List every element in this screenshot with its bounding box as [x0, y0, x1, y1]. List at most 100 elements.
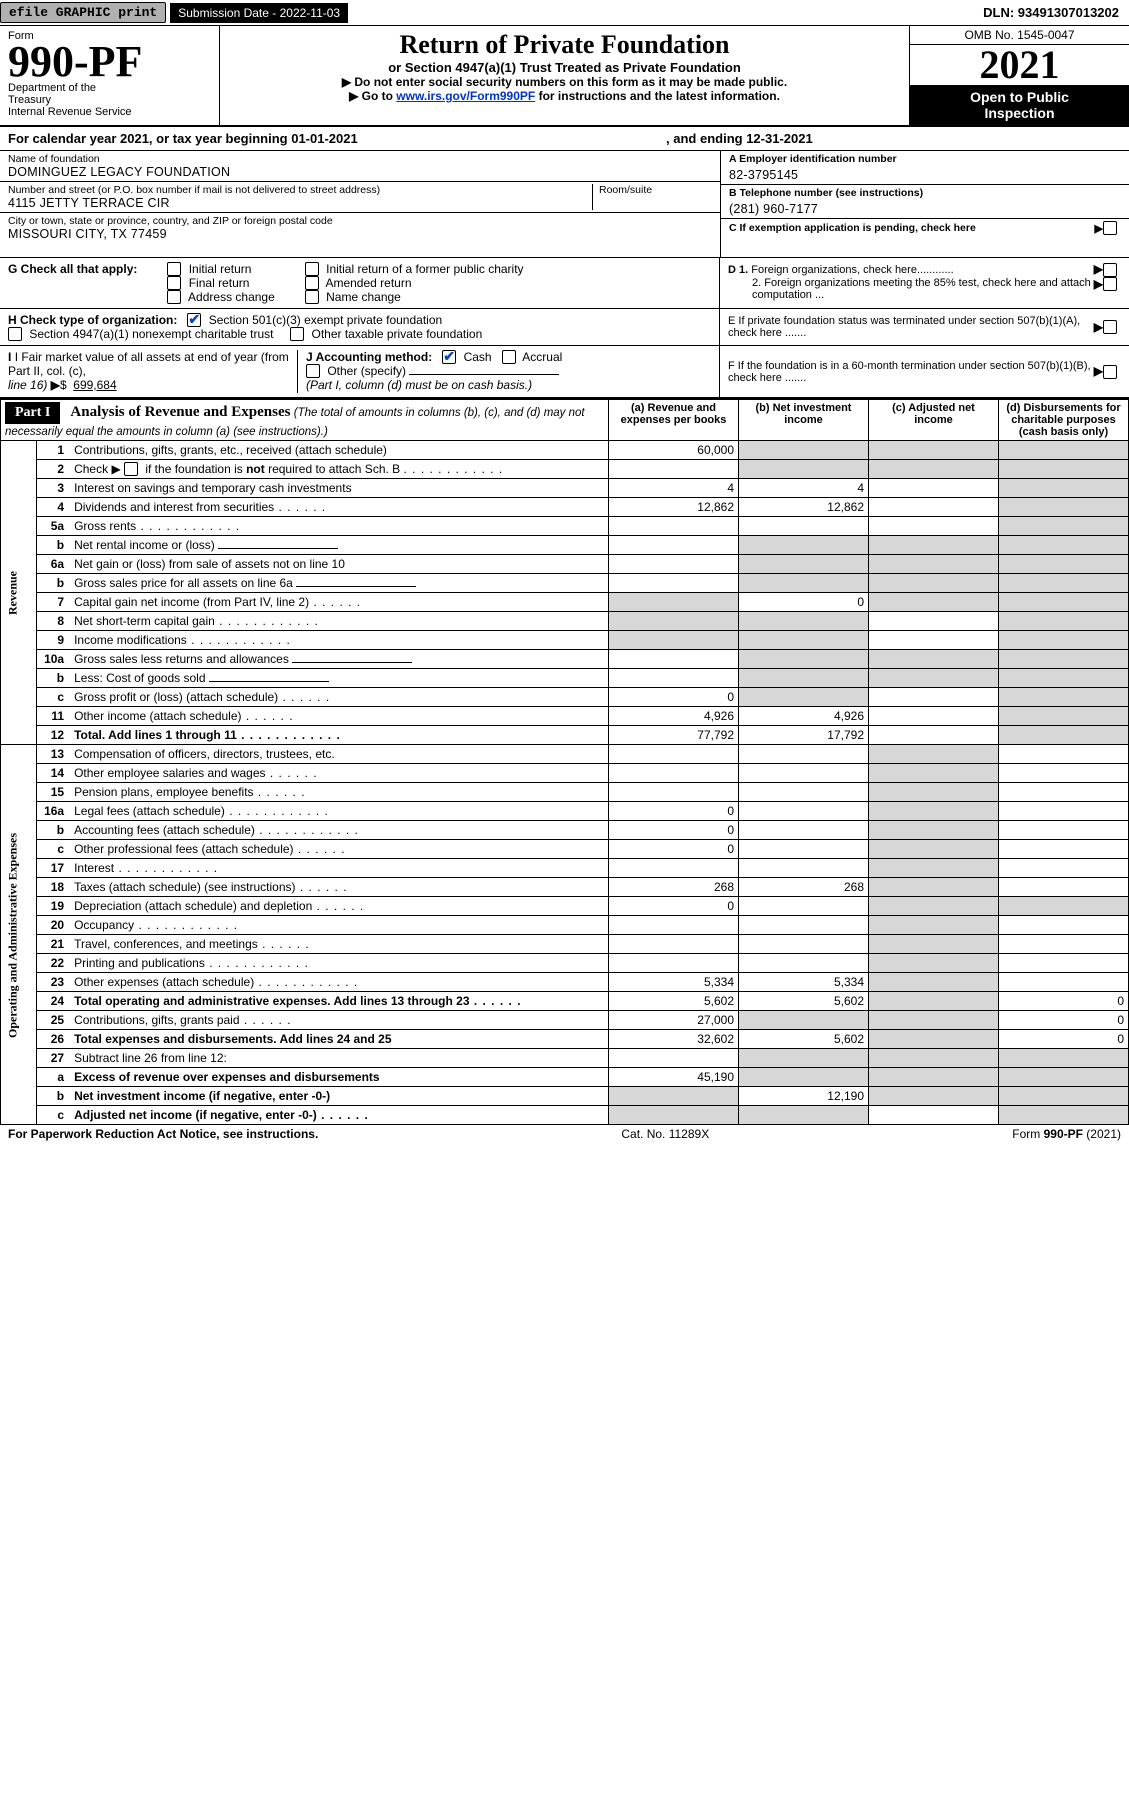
line-desc: Less: Cost of goods sold: [70, 669, 608, 688]
h-501c3: Section 501(c)(3) exempt private foundat…: [209, 313, 442, 327]
inst2-post: for instructions and the latest informat…: [539, 89, 780, 103]
amount-cell: [739, 935, 869, 954]
amount-cell: [739, 1106, 869, 1125]
line-number: b: [36, 821, 70, 840]
amount-cell: [869, 840, 999, 859]
side-revenue: Revenue: [1, 441, 37, 745]
amount-cell: [869, 593, 999, 612]
table-row: 3Interest on savings and temporary cash …: [1, 479, 1129, 498]
table-row: 25Contributions, gifts, grants paid27,00…: [1, 1011, 1129, 1030]
line-number: b: [36, 574, 70, 593]
amount-cell: [609, 1106, 739, 1125]
table-row: 27Subtract line 26 from line 12:: [1, 1049, 1129, 1068]
amount-cell: [609, 517, 739, 536]
line-desc: Gross sales less returns and allowances: [70, 650, 608, 669]
h-501c3-cb[interactable]: [187, 313, 201, 327]
amount-cell: [739, 916, 869, 935]
amount-cell: [739, 745, 869, 764]
line-number: c: [36, 1106, 70, 1125]
d1-checkbox[interactable]: [1103, 263, 1117, 277]
line-number: 4: [36, 498, 70, 517]
g-opt-4: Amended return: [325, 276, 411, 290]
footer-mid: Cat. No. 11289X: [621, 1127, 709, 1141]
room-label: Room/suite: [599, 184, 712, 196]
d2-checkbox[interactable]: [1103, 277, 1117, 291]
col-b-header: (b) Net investment income: [739, 400, 869, 441]
amount-cell: [739, 859, 869, 878]
dept-line2: Treasury: [8, 94, 211, 106]
line-number: b: [36, 1087, 70, 1106]
line-number: 8: [36, 612, 70, 631]
page-footer: For Paperwork Reduction Act Notice, see …: [0, 1125, 1129, 1143]
side-expenses: Operating and Administrative Expenses: [1, 745, 37, 1125]
j-other-cb[interactable]: [306, 364, 320, 378]
amount-cell: [869, 441, 999, 460]
g-opt-5: Name change: [326, 290, 401, 304]
amount-cell: [739, 840, 869, 859]
g-initial-return-cb[interactable]: [167, 262, 181, 276]
g-name-change-cb[interactable]: [305, 290, 319, 304]
g-address-change-cb[interactable]: [167, 290, 181, 304]
table-row: 8Net short-term capital gain: [1, 612, 1129, 631]
e-checkbox[interactable]: [1103, 320, 1117, 334]
amount-cell: [999, 555, 1129, 574]
amount-cell: [739, 1068, 869, 1087]
block-g-d: G Check all that apply: Initial return F…: [0, 258, 1129, 309]
ein-label: A Employer identification number: [729, 153, 1121, 165]
form990pf-link[interactable]: www.irs.gov/Form990PF: [396, 89, 535, 103]
g-opt-2: Address change: [188, 290, 275, 304]
amount-cell: [999, 574, 1129, 593]
h-4947: Section 4947(a)(1) nonexempt charitable …: [29, 327, 273, 341]
g-initial-former-cb[interactable]: [305, 262, 319, 276]
amount-cell: [609, 574, 739, 593]
line-desc: Other expenses (attach schedule): [70, 973, 608, 992]
amount-cell: [869, 612, 999, 631]
amount-cell: [739, 954, 869, 973]
table-row: 7Capital gain net income (from Part IV, …: [1, 593, 1129, 612]
g-amended-return-cb[interactable]: [305, 276, 319, 290]
amount-cell: [999, 916, 1129, 935]
line-desc: Other professional fees (attach schedule…: [70, 840, 608, 859]
amount-cell: [609, 669, 739, 688]
inst-2: ▶ Go to www.irs.gov/Form990PF for instru…: [228, 89, 901, 103]
tax-year: 2021: [910, 45, 1129, 85]
f-checkbox[interactable]: [1103, 365, 1117, 379]
amount-cell: [999, 517, 1129, 536]
line-desc: Net investment income (if negative, ente…: [70, 1087, 608, 1106]
calendar-year-line: For calendar year 2021, or tax year begi…: [0, 127, 1129, 151]
g-opt-0: Initial return: [189, 262, 252, 276]
amount-cell: [869, 1049, 999, 1068]
amount-cell: [869, 745, 999, 764]
line-number: 22: [36, 954, 70, 973]
amount-cell: [609, 555, 739, 574]
amount-cell: [739, 612, 869, 631]
j-cash-cb[interactable]: [442, 350, 456, 364]
g-opt-3: Initial return of a former public charit…: [326, 262, 523, 276]
efile-print-button[interactable]: efile GRAPHIC print: [0, 2, 166, 23]
foundation-address: 4115 JETTY TERRACE CIR: [8, 196, 592, 210]
amount-cell: [869, 1087, 999, 1106]
table-row: 24Total operating and administrative exp…: [1, 992, 1129, 1011]
foundation-name: DOMINGUEZ LEGACY FOUNDATION: [8, 165, 712, 179]
foundation-city: MISSOURI CITY, TX 77459: [8, 227, 712, 241]
h-other-cb[interactable]: [290, 327, 304, 341]
arrow-icon: ▶: [1095, 222, 1103, 235]
amount-cell: [999, 688, 1129, 707]
table-row: cOther professional fees (attach schedul…: [1, 840, 1129, 859]
j-cash: Cash: [464, 350, 492, 364]
g-opt-1: Final return: [189, 276, 250, 290]
amount-cell: [999, 726, 1129, 745]
line-desc: Travel, conferences, and meetings: [70, 935, 608, 954]
amount-cell: [869, 479, 999, 498]
c-checkbox[interactable]: [1103, 221, 1117, 235]
amount-cell: 27,000: [609, 1011, 739, 1030]
line-desc: Gross profit or (loss) (attach schedule): [70, 688, 608, 707]
table-row: 12Total. Add lines 1 through 1177,79217,…: [1, 726, 1129, 745]
open-inspection: Open to PublicInspection: [910, 85, 1129, 125]
g-final-return-cb[interactable]: [167, 276, 181, 290]
phone-value: (281) 960-7177: [729, 199, 1121, 216]
line-number: 24: [36, 992, 70, 1011]
j-accrual-cb[interactable]: [502, 350, 516, 364]
h-4947-cb[interactable]: [8, 327, 22, 341]
schB-checkbox[interactable]: [124, 462, 138, 476]
